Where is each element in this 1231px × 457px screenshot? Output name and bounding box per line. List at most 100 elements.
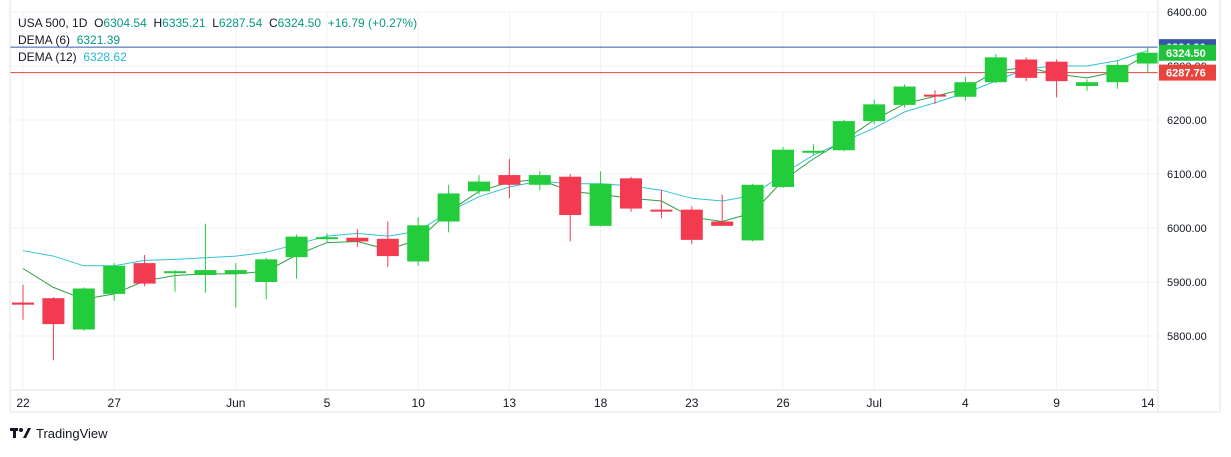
candle-body xyxy=(1076,82,1098,86)
candle-up[interactable] xyxy=(437,184,460,233)
x-tick-label: Jul xyxy=(867,396,882,410)
candle-down[interactable] xyxy=(1015,57,1038,82)
dema12-line xyxy=(22,50,1148,267)
candle-down[interactable] xyxy=(376,221,399,267)
candle-down[interactable] xyxy=(620,176,642,212)
candle-down[interactable] xyxy=(42,297,65,361)
x-tick-label: 26 xyxy=(776,396,790,410)
candle-body xyxy=(498,175,521,185)
change-value: +16.79 (+0.27%) xyxy=(327,16,418,30)
candle-up[interactable] xyxy=(832,120,855,152)
candle-body xyxy=(741,184,764,241)
candle-body xyxy=(832,121,855,151)
candle-down[interactable] xyxy=(12,284,34,320)
candle-down[interactable] xyxy=(346,229,369,247)
x-tick-label: Jun xyxy=(226,396,245,410)
open-value: 6304.54 xyxy=(103,16,147,30)
candle-up[interactable] xyxy=(893,84,916,108)
candle-body xyxy=(164,271,186,274)
candle-body xyxy=(285,236,308,258)
candle-down[interactable] xyxy=(650,190,673,219)
x-tick-label: 5 xyxy=(324,396,331,410)
candle-body xyxy=(316,237,338,240)
candle-body xyxy=(559,176,582,216)
close-value: 6324.50 xyxy=(277,16,322,30)
candle-up[interactable] xyxy=(802,144,825,156)
candle-body xyxy=(863,104,886,122)
tradingview-logo-icon xyxy=(10,427,31,438)
y-tick-label: 6000.00 xyxy=(1167,223,1207,235)
interval[interactable]: 1D xyxy=(72,16,88,30)
candle-body xyxy=(103,265,126,294)
candle-body xyxy=(924,94,946,97)
candle-up[interactable] xyxy=(772,147,794,189)
candle-up[interactable] xyxy=(316,233,338,244)
candle-up[interactable] xyxy=(528,171,551,191)
high-value: 6335.21 xyxy=(162,16,206,30)
candle-up[interactable] xyxy=(194,223,217,293)
price-label-bg xyxy=(1159,44,1216,61)
tradingview-wordmark: TradingView xyxy=(36,426,108,441)
candle-up[interactable] xyxy=(741,183,764,242)
candle-body xyxy=(72,288,95,330)
y-tick-label: 6400.00 xyxy=(1167,7,1207,19)
candle-up[interactable] xyxy=(285,234,308,279)
candle-body xyxy=(468,181,490,192)
candle-down[interactable] xyxy=(924,90,946,104)
candle-up[interactable] xyxy=(407,217,430,266)
candle-up[interactable] xyxy=(984,54,1007,84)
x-tick-label: 14 xyxy=(1141,396,1155,410)
candle-down[interactable] xyxy=(498,158,521,199)
candle-up[interactable] xyxy=(1076,79,1098,91)
candle-up[interactable] xyxy=(224,263,247,308)
candle-body xyxy=(376,238,399,257)
tradingview-brand[interactable]: TradingView xyxy=(10,426,108,441)
candle-down[interactable] xyxy=(559,174,582,242)
candle-up[interactable] xyxy=(72,287,95,331)
candle-up[interactable] xyxy=(954,76,977,101)
candle-body xyxy=(711,221,734,226)
high-label: H xyxy=(153,16,163,30)
candle-body xyxy=(407,225,430,262)
candle-body xyxy=(1045,61,1068,82)
candle-body xyxy=(893,86,916,105)
candle-body xyxy=(620,178,642,209)
candle-up[interactable] xyxy=(468,175,490,195)
dema12-row[interactable]: DEMA (12) 6328.62 xyxy=(18,49,417,66)
candle-up[interactable] xyxy=(164,270,186,292)
x-tick-label: 27 xyxy=(108,396,122,410)
candle-body xyxy=(772,149,794,187)
x-tick-label: 18 xyxy=(594,396,608,410)
y-tick-label: 6100.00 xyxy=(1167,169,1207,181)
close-price-label: 6324.50 xyxy=(1159,44,1216,61)
x-tick-label: 22 xyxy=(16,396,30,410)
price-label-text: 6287.76 xyxy=(1166,68,1206,80)
candle-up[interactable] xyxy=(1106,60,1129,89)
candle-down[interactable] xyxy=(680,206,703,245)
dema-series xyxy=(22,50,1149,300)
candle-body xyxy=(42,298,65,325)
dema6-line xyxy=(22,54,1149,300)
candle-up[interactable] xyxy=(863,99,886,125)
candle-body xyxy=(133,263,156,284)
x-tick-label: 10 xyxy=(412,396,426,410)
price-reference-lines xyxy=(10,46,1158,74)
candles[interactable] xyxy=(12,46,1159,361)
dema6-row[interactable]: DEMA (6) 6321.39 xyxy=(18,32,417,49)
candle-up[interactable] xyxy=(103,263,126,301)
candle-body xyxy=(954,82,977,97)
candle-up[interactable] xyxy=(1136,46,1159,73)
candle-body xyxy=(194,270,217,275)
candle-up[interactable] xyxy=(589,171,612,227)
symbol-name[interactable]: USA 500 xyxy=(18,16,66,30)
low-label: L xyxy=(212,16,219,30)
candle-up[interactable] xyxy=(255,257,278,300)
candle-down[interactable] xyxy=(1045,59,1068,98)
candle-body xyxy=(1015,59,1038,78)
x-tick-label: 9 xyxy=(1053,396,1060,410)
candle-down[interactable] xyxy=(711,194,734,226)
candle-down[interactable] xyxy=(133,255,156,287)
